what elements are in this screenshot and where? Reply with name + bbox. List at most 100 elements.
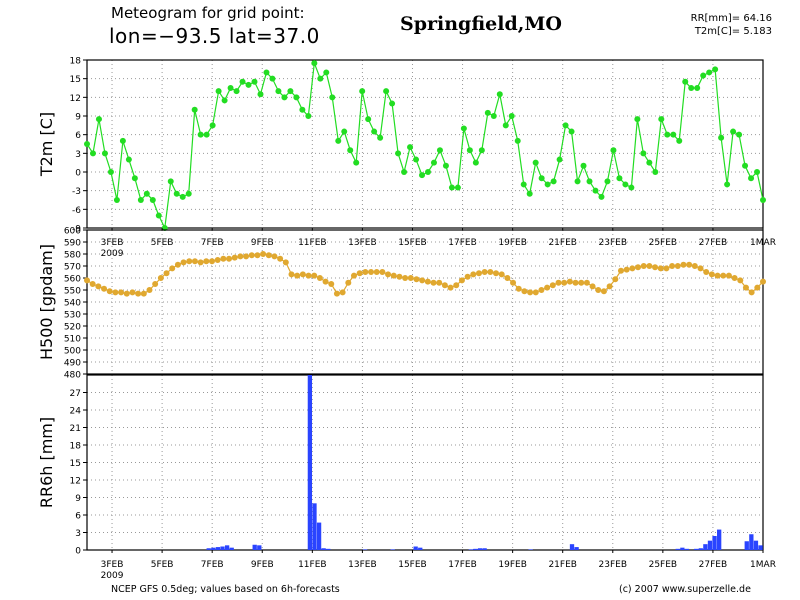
precip-bar: [680, 547, 685, 550]
data-point: [401, 169, 408, 175]
data-point: [287, 88, 294, 95]
data-point: [760, 278, 766, 285]
data-point: [730, 128, 737, 135]
y-tick-label: 580: [64, 251, 81, 261]
y-tick-label: 0: [75, 169, 81, 179]
data-point: [129, 289, 136, 296]
data-point: [311, 272, 318, 279]
data-point: [724, 181, 731, 188]
data-point: [447, 284, 454, 291]
y-tick-label: 3: [75, 529, 81, 539]
x-tick-label: 13FEB: [348, 560, 377, 570]
data-point: [119, 137, 126, 144]
data-point: [487, 269, 494, 275]
precip-bar: [753, 540, 759, 550]
panel-frame: [86, 229, 764, 375]
data-point: [251, 78, 258, 85]
data-point: [748, 289, 755, 296]
stats-t2m: T2m[C]= 5.183: [694, 26, 772, 37]
data-point: [669, 263, 676, 269]
x-tick-label: 11FEB: [298, 560, 327, 570]
data-point: [123, 290, 130, 297]
data-point: [347, 147, 354, 154]
data-point: [282, 259, 289, 266]
data-point: [316, 275, 323, 281]
y-tick-label: 6: [75, 131, 81, 141]
data-point: [691, 263, 698, 269]
x-tick-label: 15FEB: [398, 560, 427, 570]
data-point: [498, 271, 505, 278]
data-point: [101, 150, 108, 157]
y-tick-label: 480: [64, 371, 81, 381]
data-point: [233, 88, 240, 95]
data-point: [458, 277, 465, 284]
data-point: [742, 284, 749, 291]
y-tick-label: 530: [64, 311, 81, 321]
data-point: [470, 271, 477, 278]
data-point: [686, 261, 693, 268]
data-point: [436, 147, 443, 154]
y-tick-label: 0: [75, 547, 81, 557]
precip-bar: [684, 548, 690, 550]
data-point: [413, 156, 420, 163]
data-point: [561, 279, 568, 286]
x-tick-label: 27FEB: [699, 560, 728, 570]
data-point: [612, 276, 619, 283]
precip-bar: [418, 547, 423, 550]
data-point: [748, 175, 755, 182]
data-point: [371, 128, 378, 135]
precip-bar: [312, 503, 317, 550]
data-point: [203, 258, 210, 265]
data-point: [424, 278, 431, 285]
data-point: [617, 267, 624, 274]
data-point: [146, 287, 153, 293]
stats-rr: RR[mm]= 64.16: [690, 13, 772, 24]
precip-bar: [473, 548, 478, 550]
data-point: [339, 289, 346, 296]
data-point: [700, 72, 707, 79]
data-point: [520, 181, 527, 188]
data-point: [173, 190, 180, 197]
data-point: [484, 109, 491, 116]
data-point: [305, 113, 312, 119]
data-point: [373, 269, 380, 275]
data-point: [263, 69, 270, 76]
precip-bar: [758, 545, 763, 550]
data-point: [514, 137, 521, 144]
y-tick-label: 6: [75, 512, 81, 522]
data-point: [694, 85, 701, 91]
data-point: [475, 270, 482, 277]
data-point: [305, 272, 312, 279]
y-tick-label: -9: [72, 225, 81, 235]
x-tick-label: 25FEB: [649, 560, 678, 570]
data-point: [248, 252, 255, 259]
y-tick-label: 18: [70, 442, 82, 452]
data-point: [526, 190, 533, 197]
precip-bar: [307, 375, 313, 550]
data-point: [179, 193, 186, 200]
y-tick-label: 15: [70, 459, 81, 469]
data-point: [359, 88, 366, 95]
precip-bar: [744, 541, 749, 550]
data-point: [508, 113, 515, 119]
precip-bar: [321, 548, 326, 550]
precip-bar: [574, 547, 579, 550]
data-point: [174, 261, 181, 268]
data-point: [299, 106, 306, 113]
data-point: [169, 265, 176, 272]
data-point: [640, 150, 647, 157]
data-point: [362, 269, 369, 275]
x-tick-label: 3FEB: [101, 560, 124, 570]
x-tick-label: 21FEB: [548, 560, 577, 570]
y-tick-label: 520: [64, 323, 81, 333]
data-point: [737, 277, 744, 284]
data-point: [350, 272, 357, 279]
data-point: [532, 289, 539, 296]
data-point: [720, 272, 727, 279]
data-point: [736, 131, 743, 138]
data-point: [281, 94, 288, 101]
data-point: [89, 281, 96, 287]
data-point: [237, 253, 244, 260]
data-point: [227, 85, 234, 91]
